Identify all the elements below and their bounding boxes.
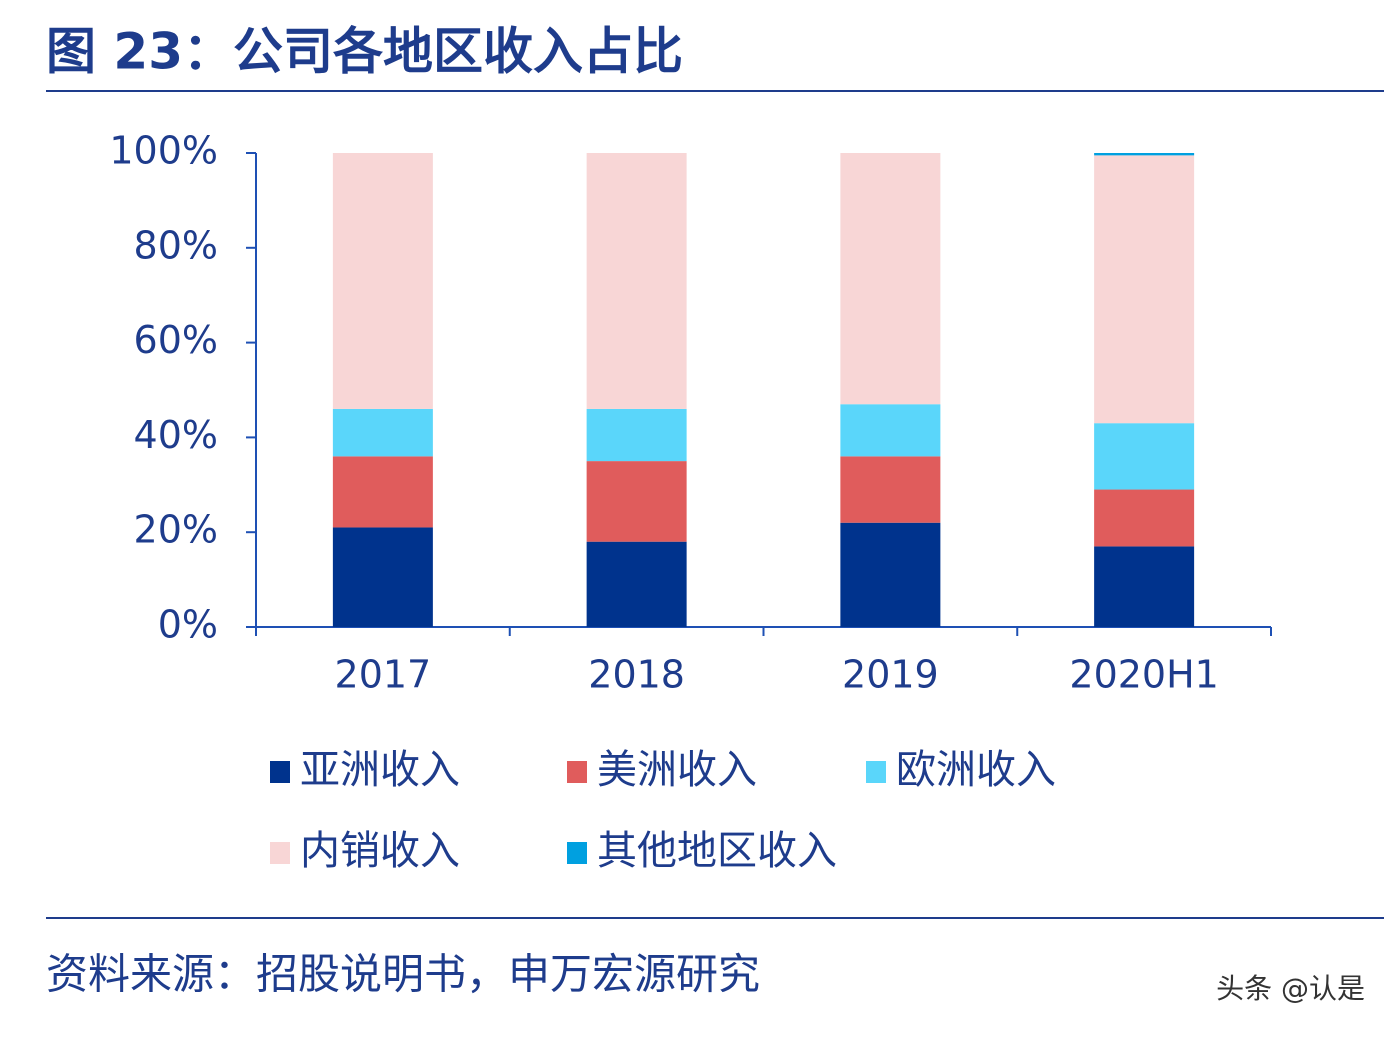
x-tick-label: 2018 (588, 653, 685, 697)
bar-segment (332, 153, 433, 409)
legend-label: 美洲收入 (597, 747, 757, 793)
bar-segment (332, 527, 433, 627)
x-tick-label: 2019 (842, 653, 939, 697)
y-tick-label: 60% (134, 318, 218, 362)
legend-swatch (866, 761, 886, 783)
bar-segment (586, 153, 687, 409)
bar-segment (332, 456, 433, 528)
bar-segment (586, 541, 687, 627)
bar-segment (332, 408, 433, 457)
bar-segment (586, 461, 687, 542)
y-tick-label: 20% (134, 508, 218, 552)
bar-segment (1094, 546, 1195, 627)
legend-swatch (567, 842, 587, 864)
source-note: 资料来源：招股说明书，申万宏源研究 (46, 950, 760, 999)
bar-segment (840, 404, 941, 457)
legend-label: 亚洲收入 (300, 747, 460, 793)
bar-segment (1094, 423, 1195, 490)
legend-swatch (270, 842, 290, 864)
y-tick-label: 100% (109, 129, 218, 173)
watermark: 头条 @认是 (1216, 972, 1365, 1005)
x-tick-label: 2020H1 (1069, 653, 1218, 697)
y-tick-label: 0% (158, 603, 218, 647)
bar-segment (1094, 489, 1195, 547)
legend-label: 其他地区收入 (597, 828, 837, 874)
bar-segment (840, 522, 941, 627)
legend-label: 内销收入 (300, 828, 460, 874)
x-tick-label: 2017 (335, 653, 432, 697)
bar-segment (1094, 153, 1195, 156)
y-tick-label: 80% (134, 223, 218, 267)
legend-swatch (270, 761, 290, 783)
chart-title: 图 23：公司各地区收入占比 (46, 23, 683, 81)
bar-segment (840, 456, 941, 523)
y-tick-label: 40% (134, 413, 218, 457)
bar-segment (840, 153, 941, 405)
bar-segment (1094, 155, 1195, 424)
bar-segment (586, 408, 687, 462)
legend-label: 欧洲收入 (896, 747, 1056, 793)
legend-swatch (567, 761, 587, 783)
